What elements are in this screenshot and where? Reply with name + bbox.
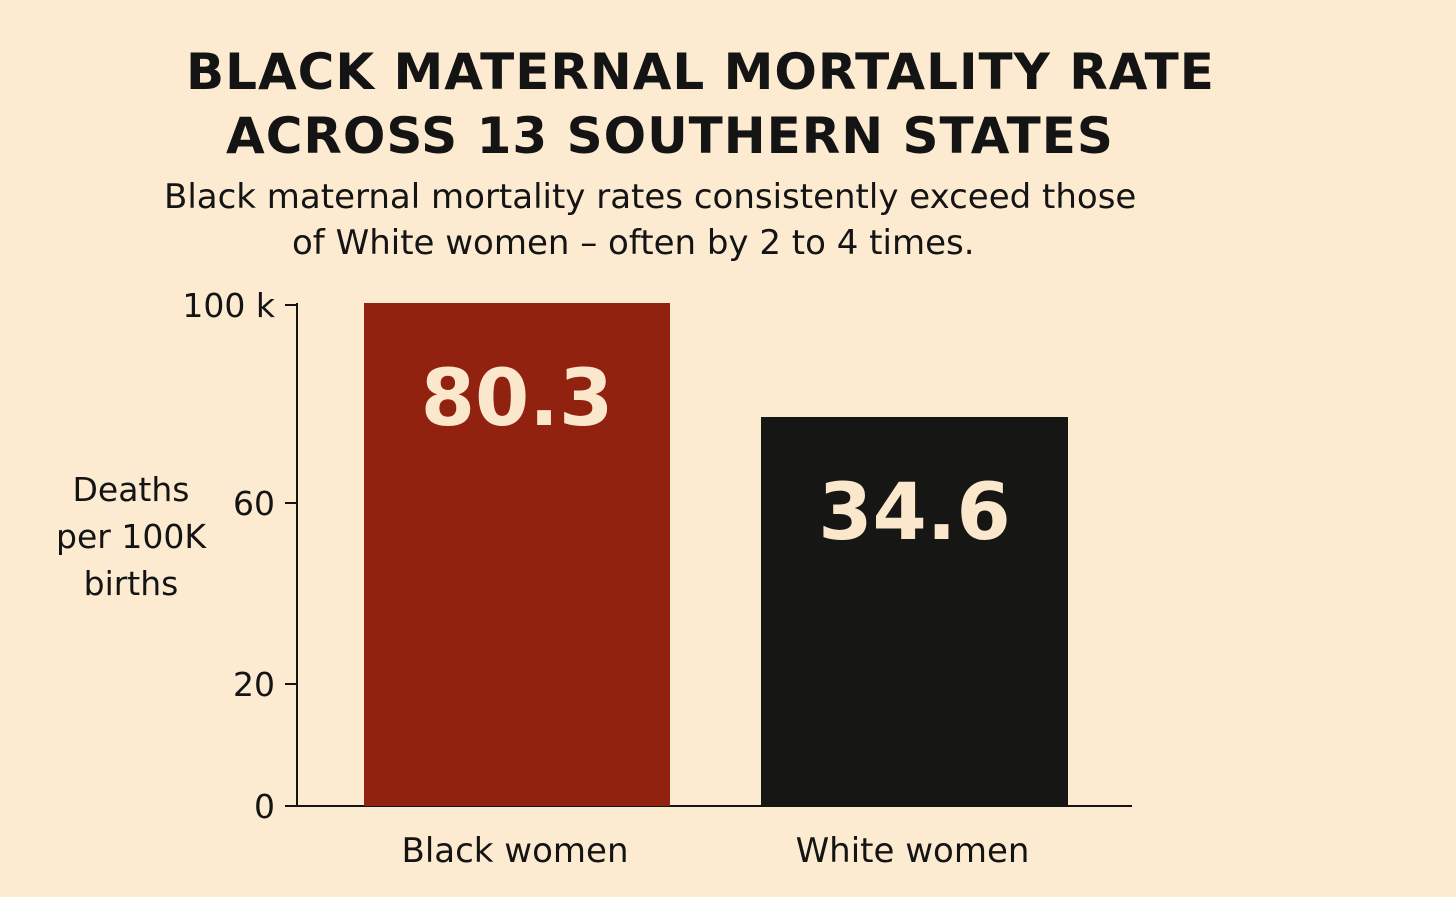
- chart-title-line-2: ACROSS 13 SOUTHERN STATES: [226, 107, 1114, 165]
- chart-subtitle-line-2: of White women – often by 2 to 4 times.: [292, 223, 975, 263]
- data-label: 34.6: [818, 468, 1010, 558]
- y-tick-label: 60: [233, 484, 275, 523]
- category-label: Black women: [402, 831, 629, 871]
- y-tick-label: 20: [233, 665, 275, 704]
- chart-subtitle-line-1: Black maternal mortality rates consisten…: [164, 177, 1137, 217]
- y-tick-label: 100 k: [182, 286, 275, 325]
- chart-labels: 80.3 Black women 34.6 White women: [402, 354, 1030, 871]
- category-label: White women: [796, 831, 1030, 871]
- bar-white-women: [761, 417, 1068, 806]
- data-label: 80.3: [421, 354, 613, 444]
- bar-black-women: [364, 303, 670, 806]
- chart-title-line-1: BLACK MATERNAL MORTALITY RATE: [186, 43, 1215, 101]
- chart-bars: [364, 303, 1068, 806]
- y-axis-label: Deaths per 100K births: [56, 470, 206, 603]
- chart-axes: 0 20 60 100 k: [182, 286, 1132, 826]
- y-tick-label: 0: [254, 787, 275, 826]
